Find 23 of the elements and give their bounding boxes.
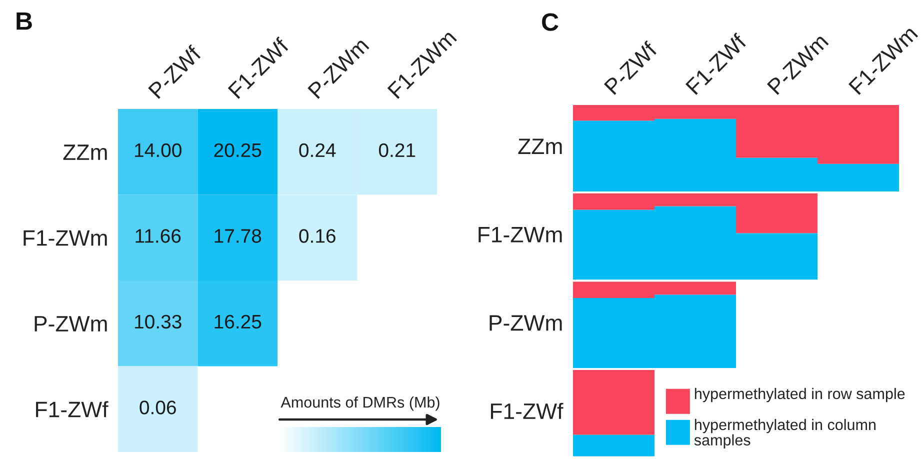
- y-tick-label: P-ZWm: [490, 315, 562, 331]
- data-label: 11.66: [136, 229, 181, 243]
- y-tick-label: F1-ZWm: [478, 227, 562, 242]
- data-label: 0.24: [299, 143, 336, 158]
- data-label: 10.33: [135, 314, 182, 329]
- y-axis-title: ZZm: [63, 144, 107, 160]
- y-axis-title: F1-ZWm: [24, 230, 107, 246]
- data-label: 0.06: [140, 400, 176, 414]
- y-axis-title: P-ZWm: [34, 316, 107, 332]
- chart-title: B: [16, 12, 32, 30]
- color-bar-title: Amounts of DMRs (Mb): [280, 396, 440, 411]
- data-label: 20.25: [214, 143, 262, 158]
- data-label: 0.16: [299, 229, 336, 243]
- data-label: 16.25: [214, 314, 262, 329]
- legend-label: hypermethylated in row sample: [694, 388, 905, 402]
- y-tick-label: ZZm: [518, 138, 562, 154]
- data-label: 0.21: [378, 143, 416, 158]
- data-label: 14.00: [135, 143, 182, 158]
- legend-label: hypermethylated in column samples: [694, 418, 876, 449]
- data-label: 17.78: [214, 229, 262, 243]
- y-axis-title: F1-ZWf: [36, 401, 108, 418]
- y-tick-label: F1-ZWf: [490, 402, 564, 419]
- chart-title: C: [542, 13, 558, 31]
